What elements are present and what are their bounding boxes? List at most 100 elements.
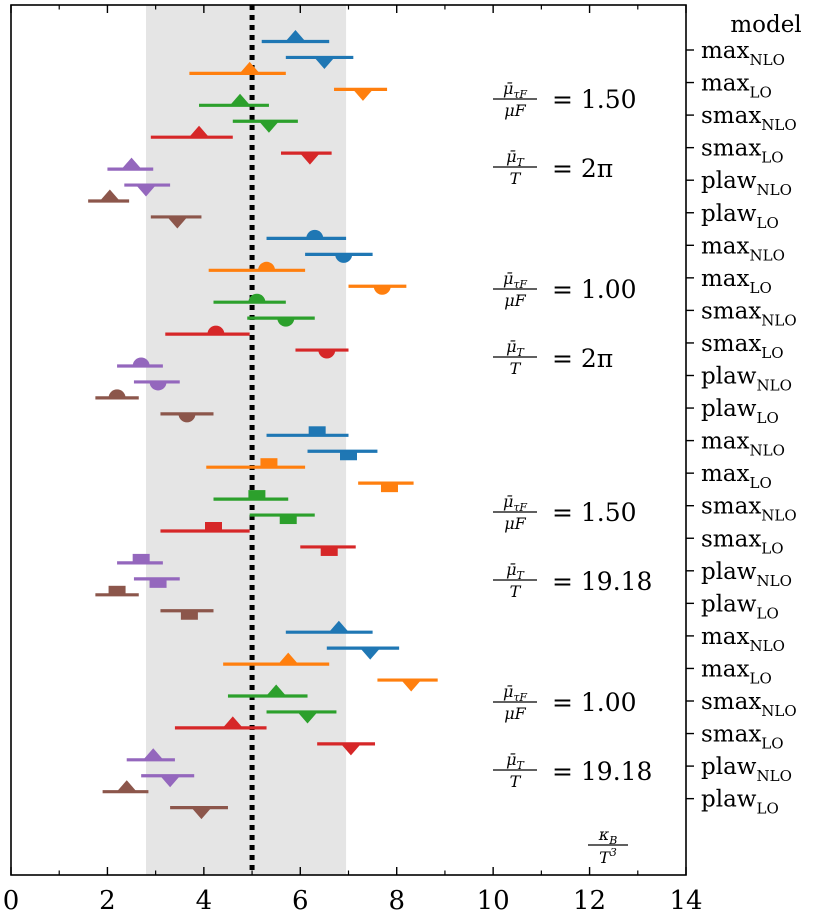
fraction-denominator: μF bbox=[504, 704, 526, 723]
group-1 bbox=[88, 30, 388, 229]
y-tick-label: maxLO bbox=[701, 266, 772, 297]
marker-triangle-up bbox=[285, 30, 306, 42]
data-point-maxNLO-a bbox=[261, 30, 330, 44]
group-3 bbox=[95, 426, 414, 620]
marker-square-up bbox=[108, 585, 126, 595]
y-tick-label: plawLO bbox=[701, 396, 779, 427]
data-point-maxNLO-b bbox=[285, 55, 354, 69]
fraction-numerator: μ̄T bbox=[506, 337, 525, 359]
marker-semicircle-up bbox=[258, 261, 276, 271]
marker-square-down bbox=[279, 515, 297, 525]
fraction-numerator: μ̄T bbox=[506, 750, 525, 772]
data-point-maxNLO-b bbox=[305, 252, 373, 263]
data-point-plawNLO-a bbox=[126, 748, 175, 762]
marker-semicircle-down bbox=[335, 254, 353, 263]
data-point-plawLO-a bbox=[88, 189, 130, 203]
legend-title: model bbox=[730, 12, 801, 38]
data-point-maxNLO-a bbox=[285, 620, 373, 634]
fraction-denominator: μF bbox=[504, 291, 526, 310]
data-point-maxNLO-b bbox=[326, 646, 400, 660]
marker-square-down bbox=[149, 578, 167, 588]
marker-square-down bbox=[340, 451, 357, 461]
data-point-maxLO-a bbox=[206, 458, 306, 469]
y-tick-label: smaxLO bbox=[701, 331, 784, 362]
x-tick-label: 4 bbox=[196, 886, 213, 916]
marker-triangle-down bbox=[160, 775, 181, 788]
y-tick-label: maxNLO bbox=[701, 624, 785, 655]
fraction-denominator: T bbox=[510, 772, 522, 791]
marker-triangle-up bbox=[189, 125, 210, 138]
data-point-maxNLO-a bbox=[266, 426, 349, 437]
marker-semicircle-down bbox=[277, 318, 295, 327]
data-point-smaxLO-b bbox=[295, 348, 349, 359]
fraction-numerator: μ̄τF bbox=[503, 269, 527, 291]
y-tick-label: smaxNLO bbox=[701, 103, 797, 134]
data-point-plawNLO-b bbox=[124, 183, 171, 197]
ratio-tauF-value: = 1.50 bbox=[552, 85, 637, 114]
fraction-numerator: μ̄T bbox=[506, 147, 525, 169]
data-point-maxLO-b bbox=[358, 481, 414, 493]
y-tick-label: maxNLO bbox=[701, 38, 785, 69]
data-point-smaxLO-b bbox=[300, 545, 356, 556]
data-point-plawNLO-a bbox=[117, 357, 163, 368]
y-tick-label: plawNLO bbox=[701, 168, 792, 199]
fraction-denominator: T bbox=[510, 169, 522, 188]
marker-triangle-up bbox=[99, 189, 120, 201]
data-point-smaxNLO-a bbox=[199, 93, 269, 107]
data-point-smaxNLO-a bbox=[213, 490, 289, 501]
data-point-maxNLO-a bbox=[266, 229, 347, 240]
y-tick-label: smaxNLO bbox=[701, 689, 797, 720]
data-point-plawLO-a bbox=[102, 780, 149, 794]
ratio-tauF-value: = 1.00 bbox=[552, 688, 637, 717]
data-point-plawLO-b bbox=[170, 806, 228, 820]
marker-triangle-up bbox=[116, 780, 137, 792]
marker-square-up bbox=[260, 458, 278, 468]
marker-triangle-up bbox=[239, 61, 260, 74]
data-point-plawLO-b bbox=[160, 412, 214, 423]
marker-square-down bbox=[180, 610, 198, 620]
data-point-smaxNLO-b bbox=[247, 316, 315, 327]
data-point-plawLO-a bbox=[95, 585, 139, 597]
data-point-plawNLO-b bbox=[133, 577, 180, 588]
marker-square-up bbox=[132, 553, 150, 563]
marker-semicircle-up bbox=[108, 389, 126, 398]
data-point-smaxLO-b bbox=[281, 151, 332, 165]
data-point-smaxNLO-a bbox=[213, 293, 286, 304]
marker-square-down bbox=[380, 483, 398, 493]
y-tick-label: maxLO bbox=[701, 656, 772, 687]
marker-triangle-down bbox=[167, 216, 188, 229]
marker-semicircle-up bbox=[132, 357, 150, 366]
data-point-maxLO-a bbox=[223, 652, 330, 666]
marker-square-down bbox=[320, 546, 338, 556]
fraction-denominator: μF bbox=[504, 514, 526, 533]
marker-triangle-down bbox=[340, 743, 361, 756]
fraction-numerator: μ̄τF bbox=[503, 682, 527, 704]
y-tick-label: plawNLO bbox=[701, 754, 792, 785]
fraction-denominator: T bbox=[510, 359, 522, 378]
x-tick-label: 0 bbox=[3, 886, 20, 916]
xlabel-numerator: κB bbox=[598, 825, 618, 847]
y-tick-label: plawNLO bbox=[701, 559, 792, 590]
y-tick-label: smaxLO bbox=[701, 526, 784, 557]
data-point-plawNLO-b bbox=[133, 380, 180, 391]
marker-triangle-up bbox=[328, 620, 349, 633]
data-point-maxLO-a bbox=[189, 61, 286, 76]
y-tick-label: plawLO bbox=[701, 591, 779, 622]
marker-triangle-up bbox=[143, 748, 164, 760]
marker-triangle-down bbox=[314, 57, 335, 69]
data-point-maxLO-a bbox=[208, 261, 306, 272]
x-tick-label: 10 bbox=[477, 886, 510, 916]
marks-layer bbox=[88, 30, 438, 820]
y-axis-right: modelmaxNLOmaxLOsmaxNLOsmaxLOplawNLOplaw… bbox=[686, 12, 802, 818]
group-2 bbox=[95, 229, 407, 423]
ratio-T-value: = 19.18 bbox=[552, 757, 652, 786]
fraction-denominator: μF bbox=[504, 101, 526, 120]
